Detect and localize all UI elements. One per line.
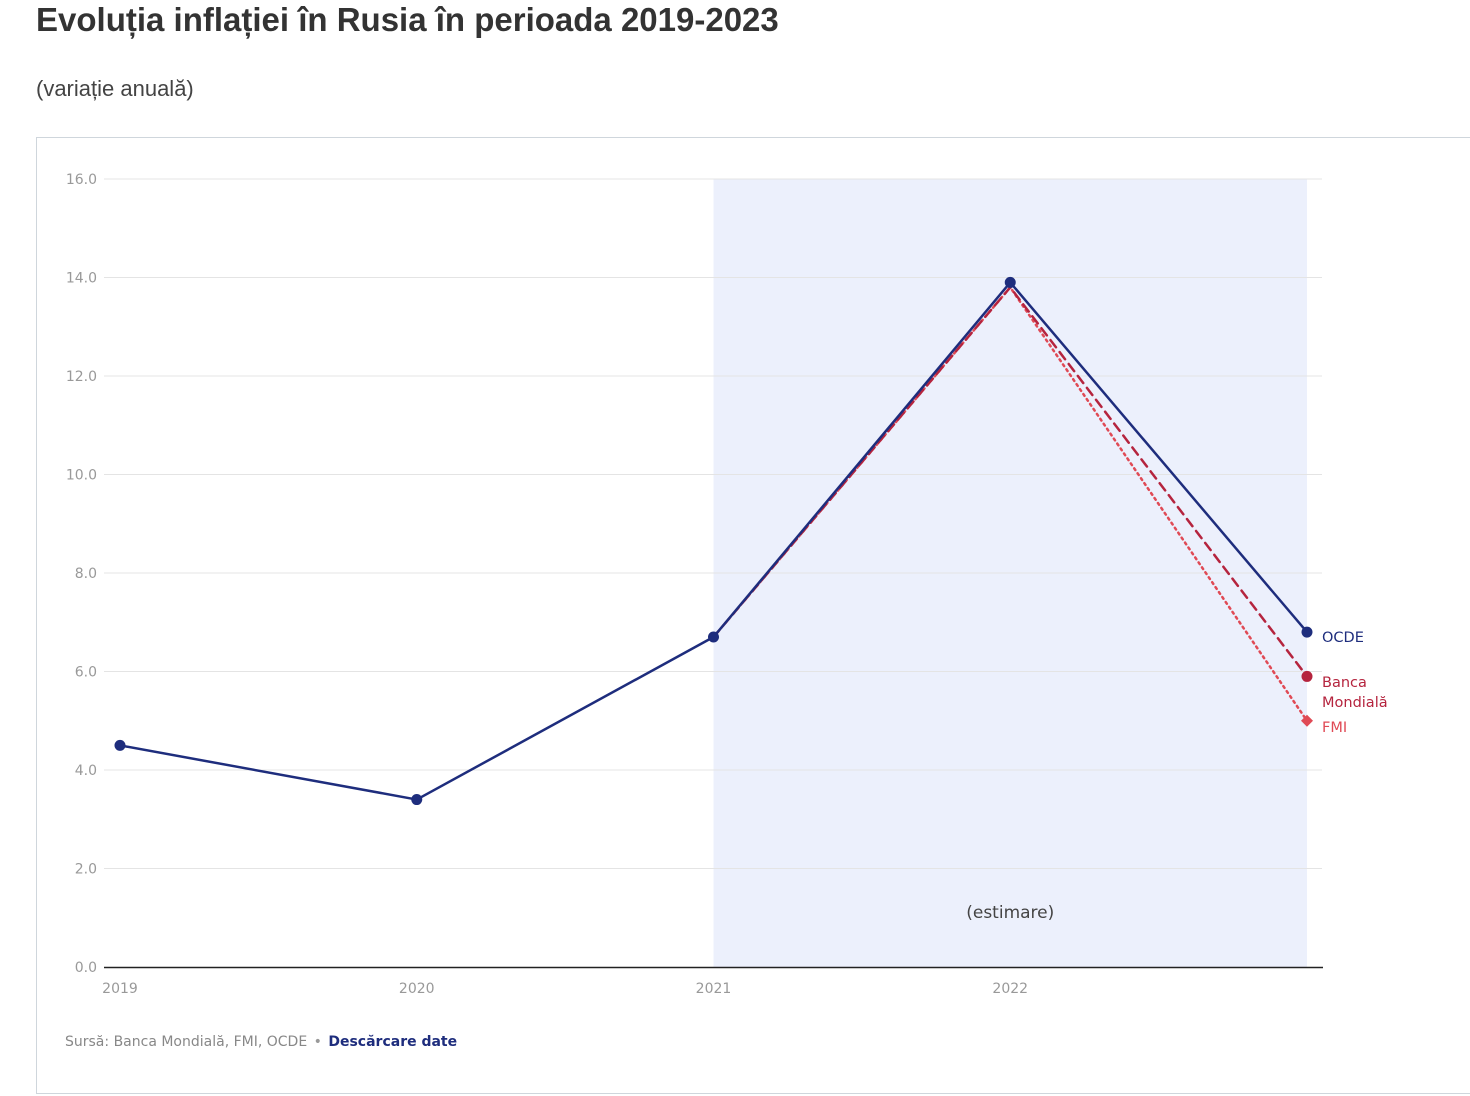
point-ocde [708, 631, 719, 643]
point-ocde [411, 794, 423, 806]
series-label-ocde: OCDE [1322, 630, 1364, 646]
y-tick-label: 14.0 [66, 271, 97, 287]
series-markers [114, 276, 1313, 806]
point-ocde [1004, 276, 1016, 288]
y-tick-label: 10.0 [66, 468, 97, 484]
series-label-banca-mondial-: Banca Mondială [1322, 675, 1388, 711]
series-label-fmi: FMI [1322, 720, 1347, 736]
series-end-labels: OCDE Banca Mondială FMI [1322, 630, 1388, 736]
chart-footer: Sursă: Banca Mondială, FMI, OCDE • Descă… [65, 1034, 457, 1050]
x-tick-label: 2020 [399, 981, 435, 997]
point-ocde [114, 739, 126, 751]
estimate-label: (estimare) [966, 903, 1054, 923]
y-tick-label: 8.0 [75, 566, 97, 582]
chart-frame [36, 137, 1470, 1094]
series-label-line: FMI [1322, 720, 1347, 736]
series-label-line: Banca [1322, 675, 1367, 691]
y-tick-label: 4.0 [75, 763, 97, 779]
point-fmi [1301, 714, 1313, 727]
axes: 0.0 2.0 4.0 6.0 8.0 10.0 12.0 14.0 16.0 2019 2020 2… [66, 172, 1323, 997]
download-data-link[interactable]: Descărcare date [328, 1034, 458, 1050]
point-banca-mondial- [1301, 670, 1313, 682]
point-ocde [1301, 626, 1313, 638]
chart-title: Evoluția inflației în Rusia în perioada … [36, 1, 779, 38]
x-tick-label: 2022 [992, 981, 1028, 997]
x-tick-label: 2019 [102, 981, 138, 997]
x-tick-label: 2021 [696, 981, 732, 997]
y-tick-label: 6.0 [75, 665, 97, 681]
series-label-line: Mondială [1322, 695, 1388, 711]
source-label: Sursă: [65, 1034, 110, 1050]
source-text: Banca Mondială, FMI, OCDE [113, 1034, 308, 1050]
y-tick-label: 16.0 [66, 172, 97, 188]
series-label-line: OCDE [1322, 630, 1364, 646]
gridlines [104, 178, 1322, 869]
y-tick-label: 0.0 [75, 960, 97, 976]
y-tick-label: 2.0 [75, 862, 97, 878]
chart-subtitle: (variație anuală) [36, 76, 194, 101]
footer-separator: • [313, 1034, 322, 1050]
y-tick-label: 12.0 [66, 369, 97, 385]
